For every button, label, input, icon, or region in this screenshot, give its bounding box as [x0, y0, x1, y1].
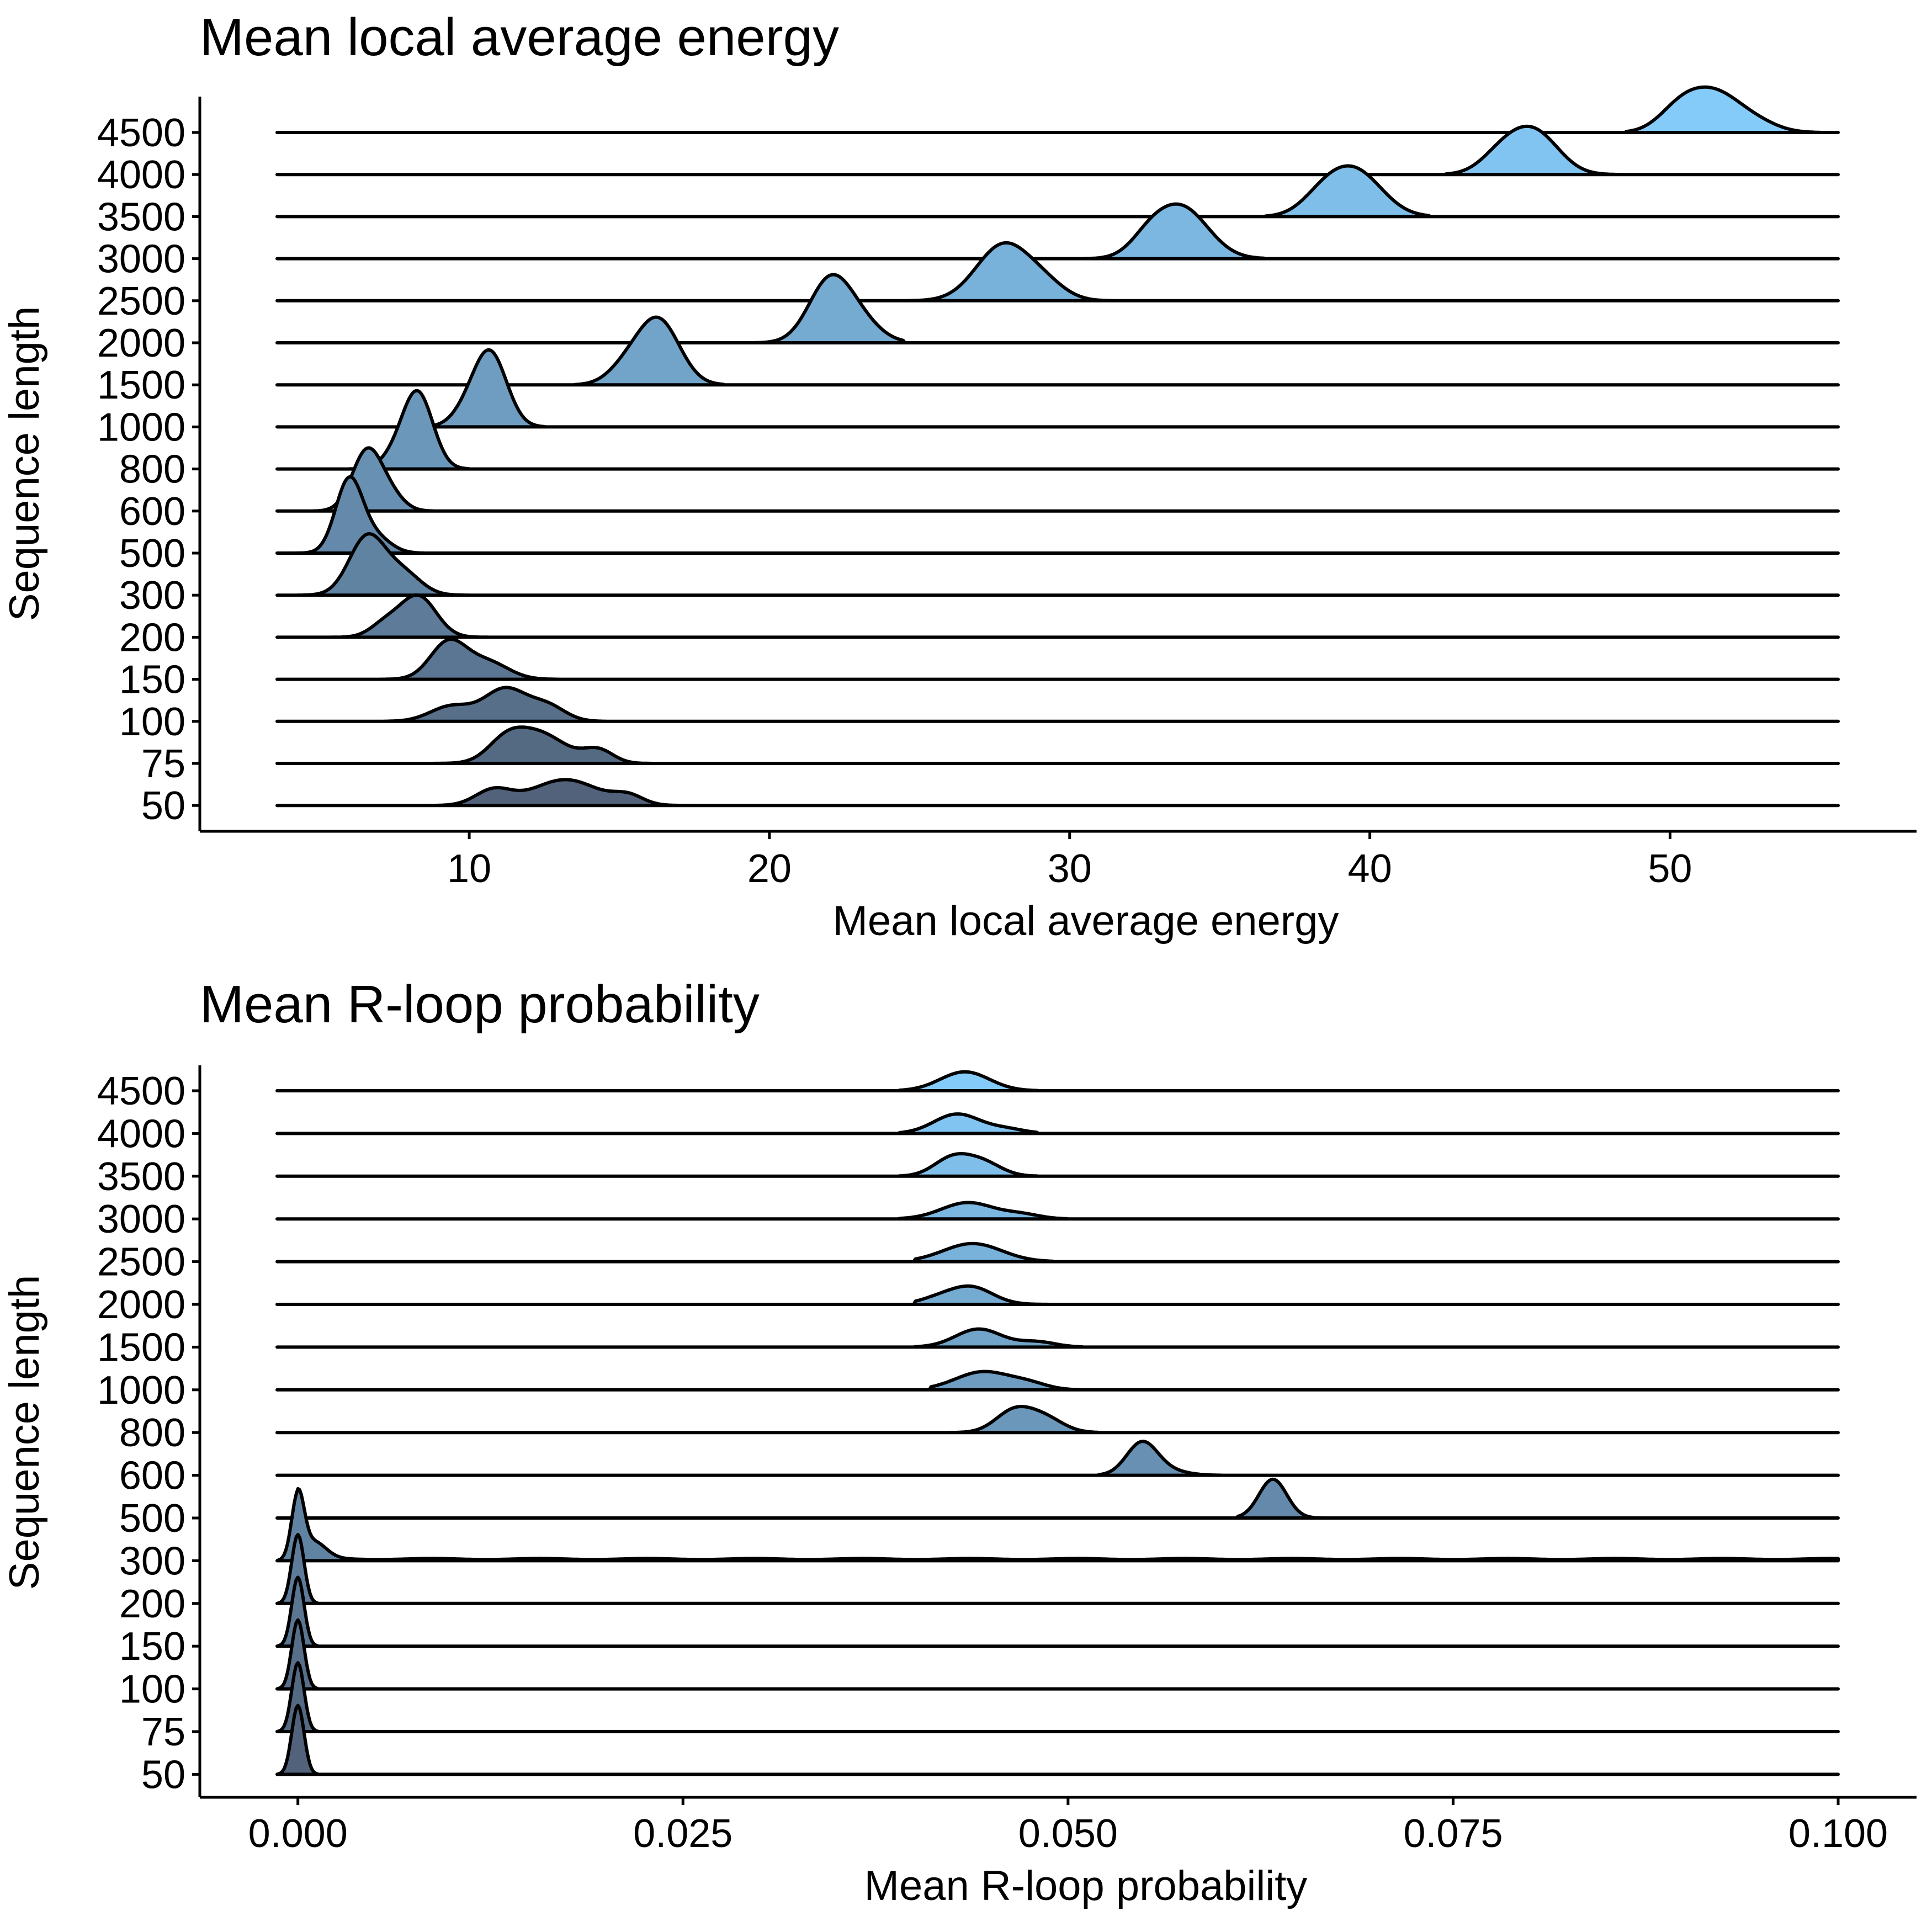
x-tick-label: 0.075: [1403, 1812, 1503, 1856]
ridge-1500: [275, 315, 1840, 387]
y-tick-label: 4000: [97, 153, 185, 197]
ridge-150: [275, 638, 1840, 681]
x-tick-label: 10: [447, 847, 491, 891]
rloop-panel: Mean R-loop probability 50751001502003005…: [1, 975, 1917, 1909]
ridge-4500: [275, 85, 1840, 134]
ridge-3500: [275, 1152, 1840, 1178]
x-tick-label: 50: [1648, 847, 1692, 891]
ridge-800: [275, 1405, 1840, 1435]
y-tick-label: 200: [119, 1582, 185, 1626]
ridge-75: [275, 725, 1840, 765]
ridge-50: [275, 778, 1840, 808]
ridge-75: [275, 1661, 1840, 1733]
ridge-500: [275, 475, 1840, 555]
y-tick-label: 500: [119, 1496, 185, 1541]
y-tick-label: 2500: [97, 1240, 185, 1285]
y-tick-label: 2500: [97, 279, 185, 323]
ridge-200: [275, 1533, 1840, 1605]
y-tick-label: 300: [119, 574, 185, 618]
ridge-100: [275, 1618, 1840, 1691]
chart-title: Mean R-loop probability: [200, 975, 760, 1034]
energy-panel: Mean local average energy507510015020030…: [1, 8, 1917, 944]
ridge-2000: [275, 273, 1840, 344]
ridge-1000: [275, 348, 1840, 429]
x-axis-title: Mean local average energy: [833, 898, 1339, 944]
y-tick-label: 75: [141, 1710, 185, 1754]
y-tick-label: 3500: [97, 1155, 185, 1199]
y-tick-label: 150: [119, 1625, 185, 1669]
ridge-2500: [275, 1241, 1840, 1264]
y-tick-label: 50: [141, 1753, 185, 1797]
y-tick-label: 1000: [97, 405, 185, 449]
ridge-300: [275, 532, 1840, 597]
x-tick-label: 0.100: [1788, 1812, 1888, 1856]
y-tick-label: 3000: [97, 1197, 185, 1241]
y-tick-label: 150: [119, 658, 185, 702]
y-tick-label: 800: [119, 448, 185, 492]
chart-title: Mean local average energy: [200, 8, 839, 67]
ridge-100: [275, 686, 1840, 723]
ridge-150: [275, 1575, 1840, 1648]
y-tick-label: 75: [141, 742, 185, 786]
x-tick-label: 40: [1348, 847, 1392, 891]
y-tick-label: 500: [119, 532, 185, 576]
ridge-3500: [275, 164, 1840, 219]
y-axis-title: Sequence length: [1, 306, 48, 621]
y-tick-label: 600: [119, 1454, 185, 1498]
x-tick-label: 20: [747, 847, 792, 891]
y-tick-label: 800: [119, 1411, 185, 1455]
ridge-500: [275, 1477, 1840, 1520]
y-tick-label: 3500: [97, 195, 185, 239]
y-tick-label: 1000: [97, 1368, 185, 1413]
ridge-50: [275, 1703, 1840, 1776]
y-tick-label: 1500: [97, 363, 185, 407]
y-tick-label: 600: [119, 490, 185, 534]
x-tick-label: 0.050: [1018, 1812, 1118, 1856]
x-tick-label: 30: [1048, 847, 1092, 891]
ridge-4000: [275, 1112, 1840, 1135]
y-tick-label: 3000: [97, 237, 185, 282]
y-tick-label: 4500: [97, 1069, 185, 1113]
ridge-4000: [275, 124, 1840, 177]
y-tick-label: 200: [119, 615, 185, 660]
ridge-800: [275, 389, 1840, 471]
y-tick-label: 1500: [97, 1325, 185, 1370]
y-tick-label: 4500: [97, 111, 185, 155]
x-axis-title: Mean R-loop probability: [864, 1862, 1308, 1909]
y-axis-title: Sequence length: [1, 1275, 48, 1590]
ridge-3000: [275, 202, 1840, 261]
ridge-1500: [275, 1327, 1840, 1349]
ridge-200: [275, 593, 1840, 639]
ridge-600: [275, 1440, 1840, 1477]
ridge-4500: [275, 1070, 1840, 1092]
ridge-1000: [275, 1370, 1840, 1392]
y-tick-label: 2000: [97, 321, 185, 365]
y-tick-label: 100: [119, 700, 185, 744]
x-tick-label: 0.000: [248, 1812, 348, 1856]
x-tick-label: 0.025: [633, 1812, 733, 1856]
y-tick-label: 50: [141, 784, 185, 828]
y-tick-label: 100: [119, 1668, 185, 1712]
ridge-2500: [275, 241, 1840, 302]
ridge-600: [275, 446, 1840, 513]
ridge-2000: [275, 1284, 1840, 1306]
y-tick-label: 4000: [97, 1112, 185, 1156]
y-tick-label: 2000: [97, 1283, 185, 1327]
ridge-300: [275, 1487, 1840, 1563]
y-tick-label: 300: [119, 1539, 185, 1583]
ridge-3000: [275, 1201, 1840, 1221]
